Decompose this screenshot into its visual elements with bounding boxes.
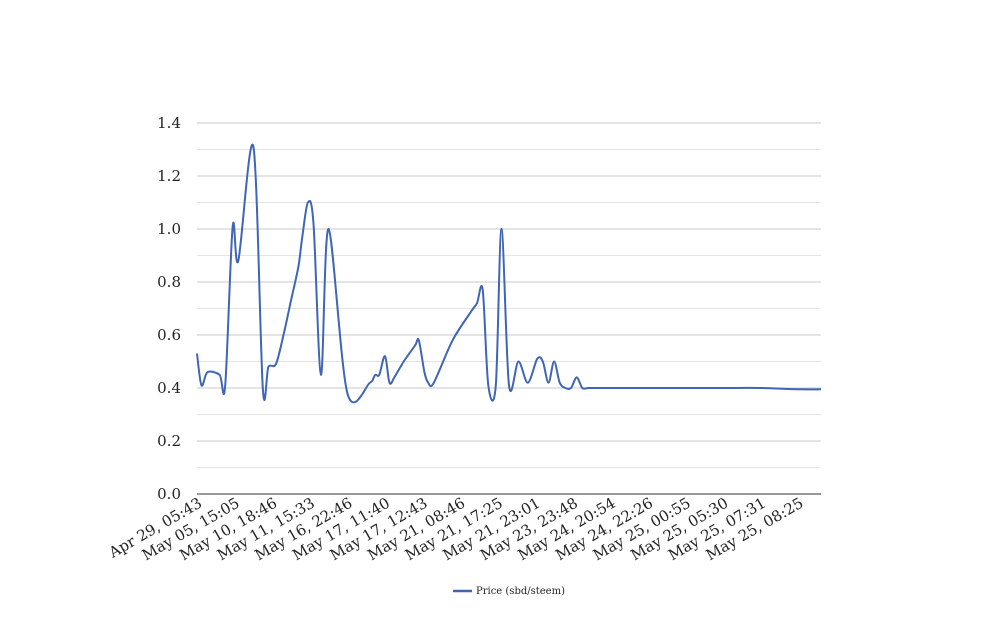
series-layer	[196, 143, 822, 404]
y-tick-label: 1.4	[157, 114, 181, 132]
y-tick-label: 1.2	[157, 167, 181, 185]
y-tick-label: 1.0	[157, 220, 181, 238]
y-tick-label: 0.6	[157, 326, 181, 344]
y-tick-label: 0.0	[157, 485, 181, 503]
legend-label: Price (sbd/steem)	[476, 586, 565, 597]
y-tick-label: 0.4	[157, 379, 181, 397]
y-tick-label: 0.8	[157, 273, 181, 291]
legend: Price (sbd/steem)	[453, 586, 565, 597]
y-axis-ticks: 0.0 0.2 0.4 0.6 0.8 1.0 1.2 1.4	[157, 114, 181, 503]
series-line-price	[196, 143, 822, 404]
y-tick-label: 0.2	[157, 432, 181, 450]
grid-layer	[197, 122, 821, 468]
